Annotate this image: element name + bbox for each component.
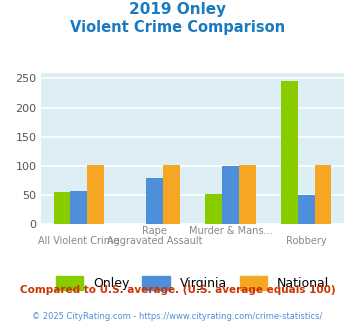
Bar [206, 194, 222, 224]
Text: Murder & Mans...: Murder & Mans... [189, 226, 272, 236]
Text: Robbery: Robbery [286, 236, 327, 246]
Legend: Onley, Virginia, National: Onley, Virginia, National [56, 276, 329, 290]
Bar [315, 165, 332, 224]
Text: 2019 Onley: 2019 Onley [129, 2, 226, 16]
Text: Rape: Rape [142, 226, 167, 236]
Bar [239, 165, 256, 224]
Text: All Violent Crime: All Violent Crime [38, 236, 119, 246]
Bar [282, 82, 298, 224]
Text: Compared to U.S. average. (U.S. average equals 100): Compared to U.S. average. (U.S. average … [20, 285, 335, 295]
Bar [146, 178, 163, 224]
Bar [70, 191, 87, 224]
Bar [87, 165, 104, 224]
Bar [163, 165, 180, 224]
Text: Violent Crime Comparison: Violent Crime Comparison [70, 20, 285, 35]
Text: Aggravated Assault: Aggravated Assault [107, 236, 202, 246]
Bar [298, 195, 315, 224]
Text: © 2025 CityRating.com - https://www.cityrating.com/crime-statistics/: © 2025 CityRating.com - https://www.city… [32, 312, 323, 321]
Bar [54, 192, 70, 224]
Bar [222, 166, 239, 224]
